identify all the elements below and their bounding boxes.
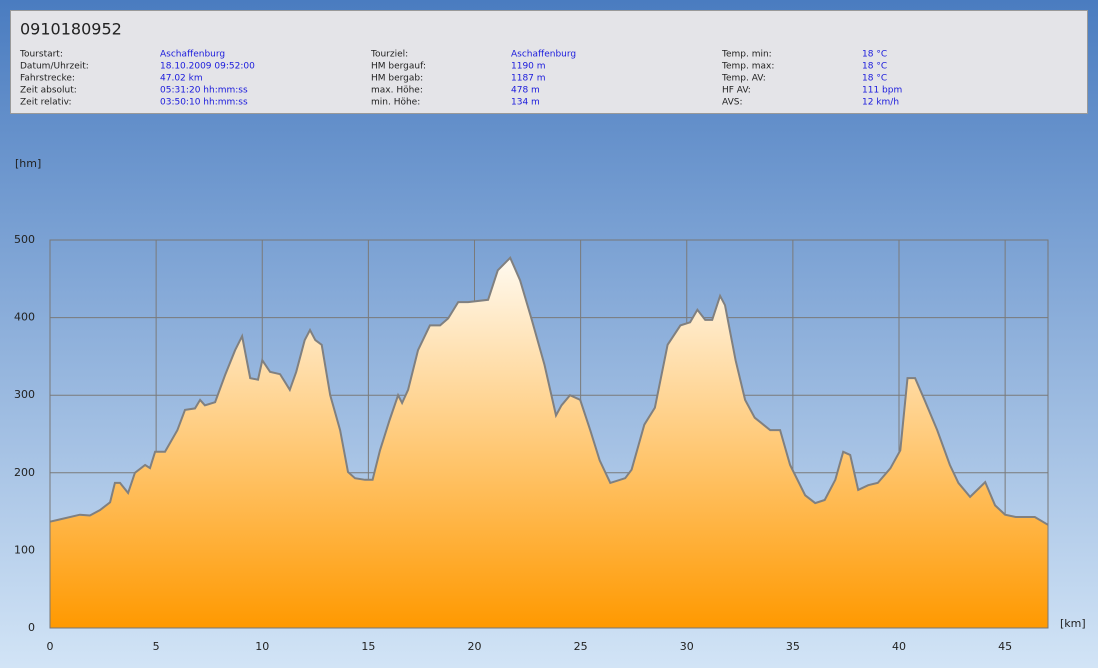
info-label: HM bergauf: <box>371 62 426 72</box>
x-tick-label: 30 <box>680 640 694 653</box>
info-value: Aschaffenburg <box>511 50 576 60</box>
x-tick-label: 10 <box>255 640 269 653</box>
info-label: Temp. AV: <box>721 74 766 84</box>
info-label: HM bergab: <box>371 74 423 84</box>
info-label: HF AV: <box>722 86 751 96</box>
plot-frame <box>49 239 1049 629</box>
info-value: 05:31:20 hh:mm:ss <box>160 86 248 96</box>
info-label: Tourstart: <box>19 50 63 60</box>
info-panel <box>10 10 1088 114</box>
x-tick-label: 25 <box>574 640 588 653</box>
info-value: 478 m <box>511 86 540 96</box>
info-value: 12 km/h <box>862 98 899 108</box>
info-label: Temp. min: <box>721 50 772 60</box>
info-value: 18 °C <box>862 74 887 84</box>
x-axis-label: [km] <box>1060 617 1086 630</box>
y-tick-label: 300 <box>14 388 35 401</box>
info-value: 1190 m <box>511 62 546 72</box>
x-tick-label: 5 <box>153 640 160 653</box>
x-tick-label: 45 <box>998 640 1012 653</box>
info-value: 18.10.2009 09:52:00 <box>160 62 255 72</box>
info-value: 18 °C <box>862 62 887 72</box>
info-label: Tourziel: <box>370 50 408 60</box>
elevation-line <box>49 256 1049 526</box>
info-value: 47.02 km <box>160 74 203 84</box>
x-tick-label: 15 <box>361 640 375 653</box>
info-value: 1187 m <box>511 74 546 84</box>
y-tick-label: 400 <box>14 311 35 324</box>
x-tick-label: 20 <box>468 640 482 653</box>
info-label: min. Höhe: <box>371 98 420 108</box>
info-label: Fahrstrecke: <box>20 74 75 84</box>
info-label: Zeit absolut: <box>20 86 77 96</box>
y-tick-label: 500 <box>14 233 35 246</box>
x-tick-label: 0 <box>47 640 54 653</box>
y-tick-label: 200 <box>14 466 35 479</box>
info-value: 03:50:10 hh:mm:ss <box>160 98 248 108</box>
elevation-area <box>50 257 1048 628</box>
info-value: 18 °C <box>862 50 887 60</box>
info-label: Datum/Uhrzeit: <box>20 62 89 72</box>
info-value: Aschaffenburg <box>160 50 225 60</box>
info-value: 134 m <box>511 98 540 108</box>
y-tick-label: 100 <box>14 543 35 556</box>
info-label: Zeit relativ: <box>20 98 72 108</box>
info-label: max. Höhe: <box>371 86 423 96</box>
y-axis-label: [hm] <box>15 157 41 170</box>
y-tick-label: 0 <box>28 621 35 634</box>
x-tick-label: 35 <box>786 640 800 653</box>
info-label: AVS: <box>722 98 742 108</box>
x-tick-label: 40 <box>892 640 906 653</box>
info-value: 111 bpm <box>862 86 902 96</box>
panel-title: 0910180952 <box>20 20 122 39</box>
info-label: Temp. max: <box>721 62 774 72</box>
